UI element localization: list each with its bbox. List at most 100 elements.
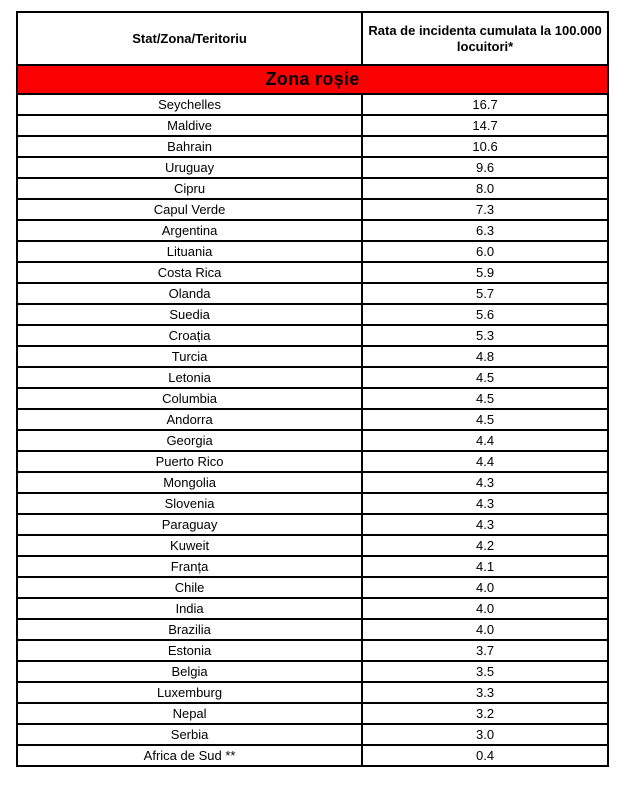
country-cell: Nepal [15, 702, 364, 725]
rate-cell: 0.4 [361, 744, 609, 767]
country-cell: Cipru [15, 177, 364, 200]
country-cell: Africa de Sud ** [15, 744, 364, 767]
table-row: Brazilia 4.0 [15, 618, 609, 641]
rate-cell: 4.3 [361, 471, 609, 494]
country-cell: Andorra [15, 408, 364, 431]
rate-cell: 5.6 [361, 303, 609, 326]
table-row: Franța 4.1 [15, 555, 609, 578]
rate-cell: 4.5 [361, 408, 609, 431]
rate-cell: 4.0 [361, 576, 609, 599]
rate-cell: 4.3 [361, 513, 609, 536]
country-cell: Brazilia [15, 618, 364, 641]
country-cell: Chile [15, 576, 364, 599]
table-row: Estonia 3.7 [15, 639, 609, 662]
header-col-country: Stat/Zona/Teritoriu [15, 11, 364, 66]
rate-cell: 4.0 [361, 597, 609, 620]
rate-cell: 4.0 [361, 618, 609, 641]
country-cell: Estonia [15, 639, 364, 662]
country-cell: Maldive [15, 114, 364, 137]
country-cell: Franța [15, 555, 364, 578]
table-row: Luxemburg 3.3 [15, 681, 609, 704]
rate-cell: 7.3 [361, 198, 609, 221]
table-row: Croația 5.3 [15, 324, 609, 347]
rate-cell: 4.1 [361, 555, 609, 578]
table-row: Serbia 3.0 [15, 723, 609, 746]
table-row: Nepal 3.2 [15, 702, 609, 725]
country-cell: Turcia [15, 345, 364, 368]
header-row: Stat/Zona/Teritoriu Rata de incidenta cu… [15, 11, 609, 66]
rate-cell: 4.4 [361, 450, 609, 473]
rate-cell: 10.6 [361, 135, 609, 158]
table-row: Letonia 4.5 [15, 366, 609, 389]
table-row: Capul Verde 7.3 [15, 198, 609, 221]
country-cell: Columbia [15, 387, 364, 410]
table-row: Columbia 4.5 [15, 387, 609, 410]
country-cell: Uruguay [15, 156, 364, 179]
rate-cell: 4.3 [361, 492, 609, 515]
country-cell: Mongolia [15, 471, 364, 494]
country-cell: Seychelles [15, 93, 364, 116]
header-col-rate: Rata de incidenta cumulata la 100.000 lo… [361, 11, 609, 66]
rate-cell: 9.6 [361, 156, 609, 179]
rate-cell: 5.3 [361, 324, 609, 347]
incidence-table: Stat/Zona/Teritoriu Rata de incidenta cu… [15, 11, 609, 767]
country-cell: Paraguay [15, 513, 364, 536]
table-row: Argentina 6.3 [15, 219, 609, 242]
table-row: Bahrain 10.6 [15, 135, 609, 158]
rate-cell: 3.0 [361, 723, 609, 746]
table-row: Mongolia 4.3 [15, 471, 609, 494]
table-body: Seychelles 16.7 Maldive 14.7 Bahrain 10.6 Urug… [15, 93, 609, 767]
rate-cell: 3.2 [361, 702, 609, 725]
table-row: Suedia 5.6 [15, 303, 609, 326]
rate-cell: 4.8 [361, 345, 609, 368]
rate-cell: 5.7 [361, 282, 609, 305]
table-row: Puerto Rico 4.4 [15, 450, 609, 473]
table-row: India 4.0 [15, 597, 609, 620]
country-cell: Kuweit [15, 534, 364, 557]
table-row: Andorra 4.5 [15, 408, 609, 431]
table-row: Maldive 14.7 [15, 114, 609, 137]
rate-cell: 3.7 [361, 639, 609, 662]
table-row: Paraguay 4.3 [15, 513, 609, 536]
rate-cell: 4.5 [361, 366, 609, 389]
table-row: Costa Rica 5.9 [15, 261, 609, 284]
rate-cell: 4.4 [361, 429, 609, 452]
country-cell: Luxemburg [15, 681, 364, 704]
table-row: Kuweit 4.2 [15, 534, 609, 557]
table-row: Africa de Sud ** 0.4 [15, 744, 609, 767]
country-cell: Serbia [15, 723, 364, 746]
country-cell: India [15, 597, 364, 620]
country-cell: Slovenia [15, 492, 364, 515]
table-row: Olanda 5.7 [15, 282, 609, 305]
rate-cell: 4.2 [361, 534, 609, 557]
country-cell: Puerto Rico [15, 450, 364, 473]
country-cell: Suedia [15, 303, 364, 326]
rate-cell: 6.3 [361, 219, 609, 242]
country-cell: Lituania [15, 240, 364, 263]
table-row: Chile 4.0 [15, 576, 609, 599]
rate-cell: 3.3 [361, 681, 609, 704]
country-cell: Costa Rica [15, 261, 364, 284]
table-row: Belgia 3.5 [15, 660, 609, 683]
rate-cell: 8.0 [361, 177, 609, 200]
rate-cell: 3.5 [361, 660, 609, 683]
country-cell: Croația [15, 324, 364, 347]
country-cell: Georgia [15, 429, 364, 452]
country-cell: Olanda [15, 282, 364, 305]
rate-cell: 4.5 [361, 387, 609, 410]
country-cell: Letonia [15, 366, 364, 389]
table-row: Georgia 4.4 [15, 429, 609, 452]
country-cell: Capul Verde [15, 198, 364, 221]
table-row: Uruguay 9.6 [15, 156, 609, 179]
table-row: Seychelles 16.7 [15, 93, 609, 116]
zone-banner: Zona roșie [16, 64, 609, 95]
country-cell: Belgia [15, 660, 364, 683]
zone-banner-row: Zona roșie [16, 64, 609, 95]
table-row: Turcia 4.8 [15, 345, 609, 368]
rate-cell: 16.7 [361, 93, 609, 116]
country-cell: Bahrain [15, 135, 364, 158]
table-row: Lituania 6.0 [15, 240, 609, 263]
rate-cell: 14.7 [361, 114, 609, 137]
rate-cell: 5.9 [361, 261, 609, 284]
